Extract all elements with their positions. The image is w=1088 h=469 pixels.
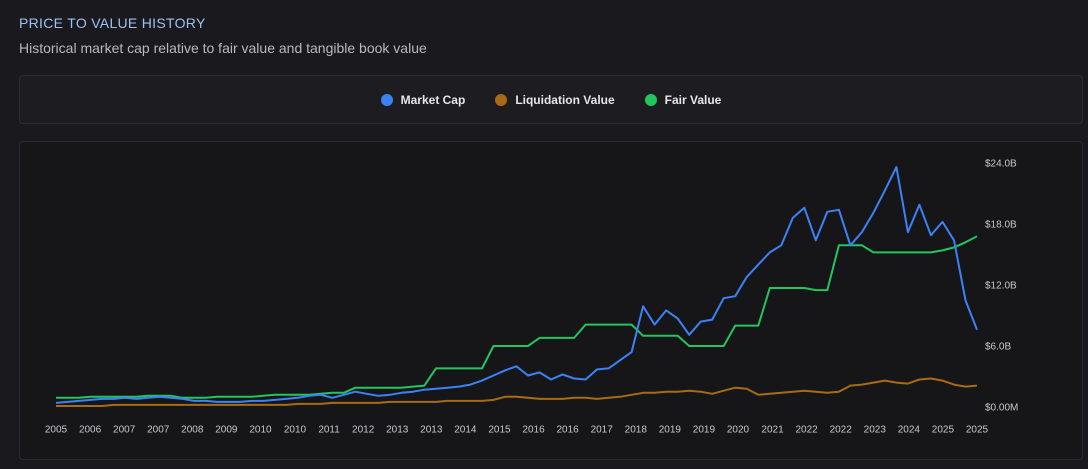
x-tick-label: 2025 [966,425,989,436]
chart-subtitle: Historical market cap relative to fair v… [19,40,427,56]
legend-marker [380,93,393,106]
x-tick-label: 2014 [454,425,477,436]
x-tick-label: 2020 [727,425,750,436]
x-tick-label: 2015 [488,425,511,436]
x-tick-label: 2023 [864,425,887,436]
legend-label: Fair Value [664,92,722,107]
x-tick-label: 2013 [420,425,443,436]
x-tick-label: 2019 [659,425,682,436]
x-tick-label: 2024 [898,425,921,436]
x-tick-label: 2016 [522,425,545,436]
series-line [55,166,978,404]
legend-item: Fair Value [644,92,722,107]
legend-label: Market Cap [400,92,466,107]
x-tick-label: 2007 [113,425,136,436]
series-line [56,377,978,407]
x-tick-label: 2019 [693,425,716,436]
legend-label: Liquidation Value [515,92,615,107]
legend-marker [495,93,508,106]
x-tick-label: 2008 [181,425,204,436]
x-tick-label: 2010 [249,425,272,436]
y-tick-label: $18.0B [985,220,1017,231]
y-tick-label: $12.0B [985,281,1017,292]
x-tick-label: 2018 [625,425,648,436]
x-tick-label: 2022 [795,425,818,436]
legend: Market Cap Liquidation Value Fair Value [19,75,1083,124]
series-line [56,235,978,399]
x-tick-label: 2010 [284,425,307,436]
x-tick-label: 2021 [761,425,784,436]
x-tick-label: 2017 [591,425,614,436]
x-tick-label: 2006 [79,425,102,436]
x-tick-label: 2013 [386,425,409,436]
chart-panel [19,141,1083,460]
y-tick-label: $0.00M [985,403,1018,414]
x-tick-label: 2011 [318,425,340,436]
x-tick-label: 2007 [147,425,170,436]
legend-marker [644,93,657,106]
chart-title: PRICE TO VALUE HISTORY [19,15,206,31]
x-tick-label: 2025 [932,425,955,436]
x-tick-label: 2009 [215,425,238,436]
y-tick-label: $6.0B [985,342,1011,353]
legend-item: Market Cap [380,92,466,107]
x-tick-label: 2022 [830,425,853,436]
y-tick-label: $24.0B [985,159,1017,170]
x-tick-label: 2016 [556,425,579,436]
x-tick-label: 2012 [352,425,375,436]
legend-item: Liquidation Value [495,92,615,107]
x-tick-label: 2005 [45,425,68,436]
